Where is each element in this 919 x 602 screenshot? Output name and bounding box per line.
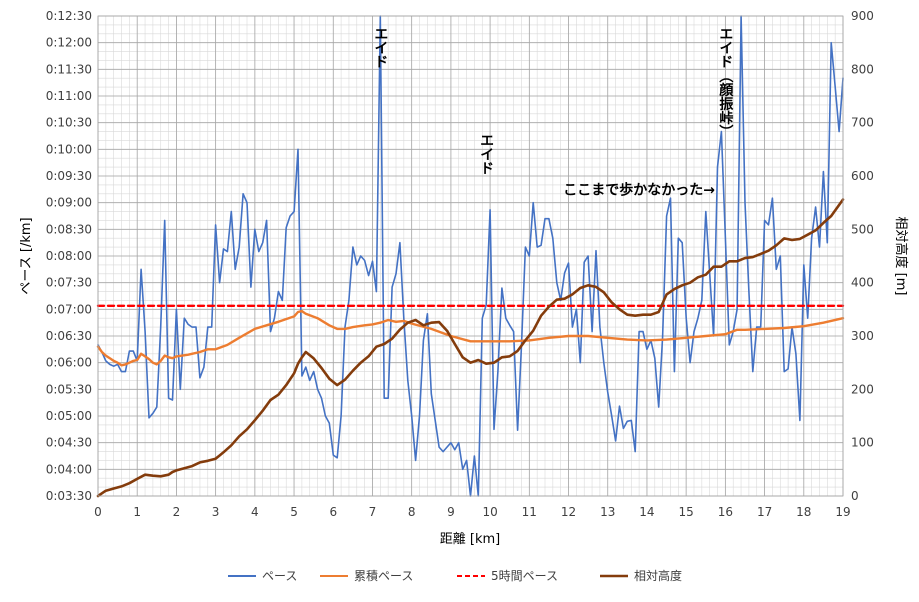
axes: 0 1 2 3 4 5 6 7 8 9 10 11 12 13 14 15 16 17 18 190:03:300:0… — [46, 9, 874, 519]
y-right-tick-label: 600 — [851, 169, 874, 183]
x-tick-label: 16 — [718, 505, 733, 519]
y-left-tick-label: 0:12:30 — [46, 9, 92, 23]
legend-label-0: ペース — [262, 569, 297, 583]
annotation-vertical-2: エイド（顔振峠） — [717, 27, 734, 139]
y-right-tick-label: 500 — [851, 222, 874, 236]
y-left-tick-label: 0:06:30 — [46, 329, 92, 343]
x-tick-label: 11 — [522, 505, 537, 519]
x-tick-label: 6 — [329, 505, 337, 519]
y-left-tick-label: 0:04:30 — [46, 436, 92, 450]
x-tick-label: 13 — [600, 505, 615, 519]
x-tick-label: 9 — [447, 505, 455, 519]
x-tick-label: 3 — [212, 505, 220, 519]
series-line-3 — [96, 198, 845, 498]
y-left-tick-label: 0:06:00 — [46, 356, 92, 370]
x-tick-label: 8 — [408, 505, 416, 519]
x-tick-label: 7 — [369, 505, 377, 519]
y-axis-left-label: ペース [/km] — [19, 217, 34, 294]
x-tick-label: 2 — [173, 505, 181, 519]
legend-label-1: 累積ペース — [354, 568, 413, 583]
annotation-vertical-1: エイド — [478, 133, 494, 175]
y-right-tick-label: 700 — [851, 116, 874, 130]
y-axis-right-label: 相対高度 [m] — [893, 217, 909, 296]
annotation-vertical-0: エイド — [372, 27, 388, 69]
legend-label-3: 相対高度 — [634, 568, 682, 583]
x-tick-label: 18 — [796, 505, 811, 519]
x-tick-label: 12 — [561, 505, 576, 519]
y-left-tick-label: 0:09:30 — [46, 169, 92, 183]
y-left-tick-label: 0:05:30 — [46, 382, 92, 396]
y-left-tick-label: 0:10:00 — [46, 142, 92, 156]
y-right-tick-label: 800 — [851, 62, 874, 76]
legend: ペース 累積ペース 5時間ペース 相対高度 — [228, 568, 682, 583]
y-right-tick-label: 200 — [851, 382, 874, 396]
x-tick-label: 4 — [251, 505, 259, 519]
plot-area-border — [97, 15, 844, 497]
y-left-tick-label: 0:10:30 — [46, 116, 92, 130]
y-left-tick-label: 0:07:00 — [46, 302, 92, 316]
annotation-3: ここまで歩かなかった→ — [563, 182, 715, 199]
x-tick-label: 1 — [133, 505, 141, 519]
y-left-tick-label: 0:08:00 — [46, 249, 92, 263]
x-tick-label: 14 — [639, 505, 654, 519]
y-left-tick-label: 0:05:00 — [46, 409, 92, 423]
x-tick-label: 0 — [94, 505, 102, 519]
y-right-tick-label: 400 — [851, 276, 874, 290]
y-left-tick-label: 0:07:30 — [46, 276, 92, 290]
y-left-tick-label: 0:08:30 — [46, 222, 92, 236]
y-left-tick-label: 0:11:00 — [46, 89, 92, 103]
x-tick-label: 17 — [757, 505, 772, 519]
y-right-tick-label: 0 — [851, 489, 859, 503]
y-left-tick-label: 0:04:00 — [46, 462, 92, 476]
x-tick-label: 15 — [679, 505, 694, 519]
legend-label-2: 5時間ペース — [491, 569, 558, 583]
y-right-tick-label: 900 — [851, 9, 874, 23]
x-axis-label: 距離 [km] — [440, 532, 500, 547]
x-tick-label: 19 — [835, 505, 850, 519]
x-tick-label: 10 — [482, 505, 497, 519]
y-left-tick-label: 0:11:30 — [46, 62, 92, 76]
y-left-tick-label: 0:03:30 — [46, 489, 92, 503]
y-right-tick-label: 300 — [851, 329, 874, 343]
x-tick-label: 5 — [290, 505, 298, 519]
series-line-1 — [96, 309, 845, 367]
y-left-tick-label: 0:12:00 — [46, 36, 92, 50]
y-right-tick-label: 100 — [851, 436, 874, 450]
y-left-tick-label: 0:09:00 — [46, 196, 92, 210]
